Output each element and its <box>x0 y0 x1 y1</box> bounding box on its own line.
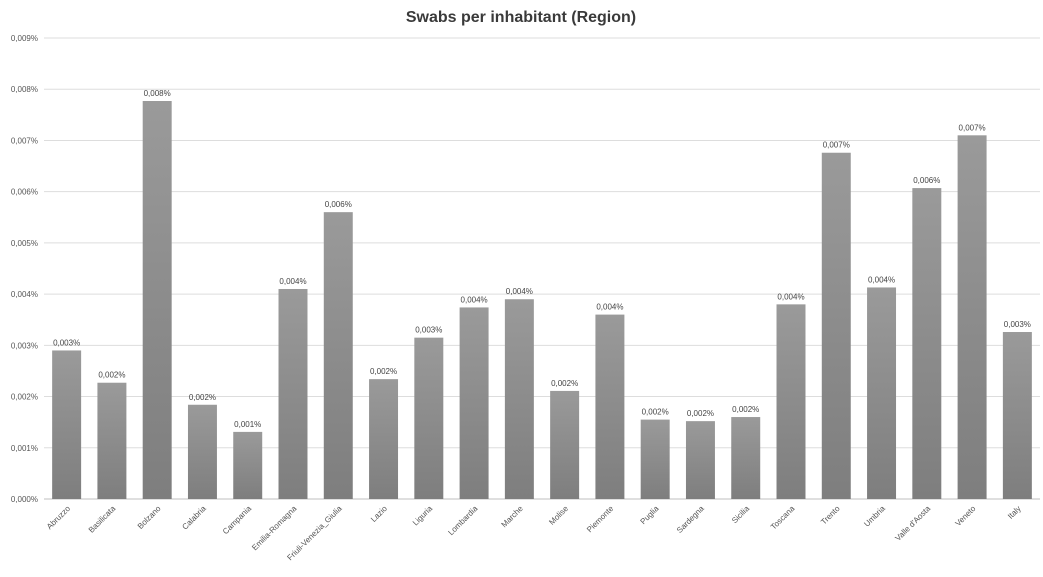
data-label: 0,004% <box>868 275 895 284</box>
bar <box>414 337 444 499</box>
category-label: Marche <box>500 504 526 530</box>
bar <box>233 431 263 499</box>
category-label: Campania <box>221 504 254 537</box>
bars <box>52 101 1032 500</box>
category-label: Sicilia <box>730 504 752 526</box>
x-axis-category-labels: Abruzzo Basilicata Bolzano Calabria Campania… <box>45 504 1023 563</box>
bar <box>52 350 82 499</box>
category-label: Piemonte <box>585 504 616 535</box>
data-label: 0,003% <box>53 338 80 347</box>
category-label: Umbria <box>862 504 887 529</box>
category-label: Toscana <box>769 504 797 532</box>
data-label: 0,004% <box>461 295 488 304</box>
data-labels: 0,003% 0,002% 0,008% 0,002% 0,001% 0,004% 0,00… <box>53 89 1031 429</box>
data-label: 0,001% <box>234 420 261 429</box>
category-label: Emilia-Romagna <box>250 504 299 553</box>
category-label: Abruzzo <box>45 504 73 532</box>
y-tick-label: 0,000% <box>11 495 38 504</box>
bar <box>912 188 942 499</box>
data-label: 0,002% <box>642 408 669 417</box>
chart-title: Swabs per inhabitant (Region) <box>406 9 636 26</box>
data-label: 0,008% <box>144 89 171 98</box>
data-label: 0,004% <box>777 292 804 301</box>
category-label: Trento <box>819 504 842 527</box>
bar <box>459 307 489 499</box>
category-label: Basilicata <box>87 504 118 535</box>
data-label: 0,002% <box>370 367 397 376</box>
y-tick-label: 0,004% <box>11 290 38 299</box>
bar <box>504 299 534 499</box>
category-label: Veneto <box>954 504 978 528</box>
bar <box>97 382 127 499</box>
y-tick-label: 0,008% <box>11 85 38 94</box>
category-label: Molise <box>547 504 570 527</box>
bar <box>187 404 217 499</box>
bar <box>1002 332 1032 499</box>
bar <box>278 288 308 499</box>
data-label: 0,004% <box>279 277 306 286</box>
data-label: 0,002% <box>687 409 714 418</box>
y-tick-label: 0,002% <box>11 393 38 402</box>
category-label: Lazio <box>369 504 389 524</box>
category-label: Calabria <box>180 504 208 532</box>
category-label: Bolzano <box>136 504 163 531</box>
data-label: 0,002% <box>732 405 759 414</box>
category-label: Lombardia <box>446 504 479 537</box>
y-tick-label: 0,003% <box>11 341 38 350</box>
data-label: 0,004% <box>506 287 533 296</box>
category-label: Sardegna <box>675 504 706 535</box>
data-label: 0,007% <box>823 141 850 150</box>
bar <box>550 390 580 499</box>
data-label: 0,004% <box>596 303 623 312</box>
y-tick-label: 0,006% <box>11 188 38 197</box>
data-label: 0,006% <box>325 200 352 209</box>
bar <box>867 287 897 499</box>
data-label: 0,006% <box>913 176 940 185</box>
category-label: Italy <box>1006 504 1023 521</box>
bar <box>957 135 987 500</box>
bar <box>685 421 715 499</box>
bar <box>731 417 761 499</box>
data-label: 0,002% <box>98 371 125 380</box>
bar <box>369 379 399 499</box>
y-tick-label: 0,005% <box>11 239 38 248</box>
bar <box>595 314 625 499</box>
data-label: 0,002% <box>189 393 216 402</box>
y-axis-tick-labels: 0,000% 0,001% 0,002% 0,003% 0,004% 0,005% 0,00… <box>11 34 38 504</box>
category-label: Liguria <box>411 504 435 528</box>
bar <box>776 304 806 499</box>
data-label: 0,007% <box>959 123 986 132</box>
category-label: Valle d'Aosta <box>893 504 932 543</box>
data-label: 0,002% <box>551 379 578 388</box>
y-tick-label: 0,009% <box>11 34 38 43</box>
category-label: Puglia <box>638 504 660 526</box>
bar <box>640 419 670 499</box>
bar <box>323 212 353 499</box>
y-tick-label: 0,001% <box>11 444 38 453</box>
y-tick-label: 0,007% <box>11 136 38 145</box>
data-label: 0,003% <box>415 326 442 335</box>
data-label: 0,003% <box>1004 320 1031 329</box>
bar <box>821 152 851 499</box>
bar <box>142 101 172 500</box>
